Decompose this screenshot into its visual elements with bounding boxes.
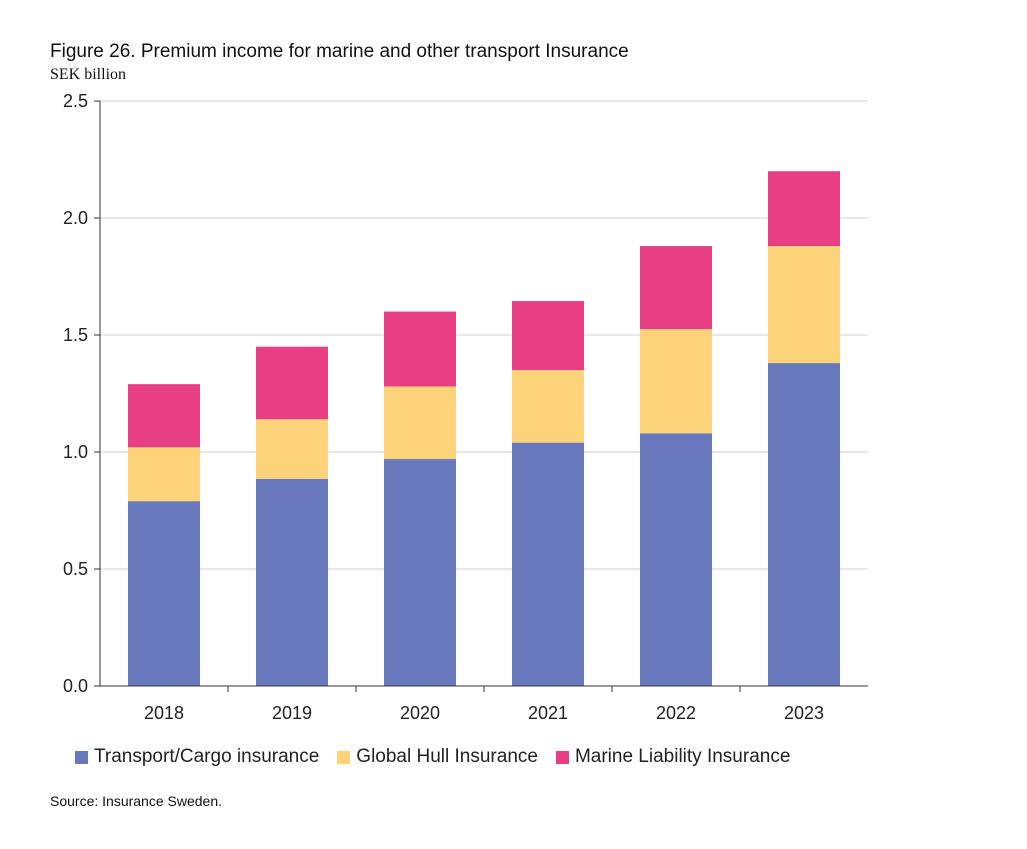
bar-segment-global-hull-insurance bbox=[384, 386, 456, 460]
legend: Transport/Cargo insurance Global Hull Ins… bbox=[75, 746, 790, 768]
legend-item: Transport/Cargo insurance bbox=[75, 746, 319, 768]
bar-segment-transport-cargo-insurance bbox=[128, 501, 200, 686]
y-tick-label: 1.5 bbox=[63, 325, 88, 345]
x-tick-label: 2022 bbox=[656, 703, 696, 723]
y-axis-unit: SEK billion bbox=[50, 66, 127, 83]
bar-segment-marine-liability-insurance bbox=[384, 311, 456, 387]
x-tick-label: 2019 bbox=[272, 703, 312, 723]
x-tick-label: 2023 bbox=[784, 703, 824, 723]
bar-segment-global-hull-insurance bbox=[256, 419, 328, 479]
y-tick-label: 0.5 bbox=[63, 559, 88, 579]
bar-segment-marine-liability-insurance bbox=[640, 246, 712, 330]
bar-segment-marine-liability-insurance bbox=[512, 301, 584, 371]
y-tick-label: 0.0 bbox=[63, 676, 88, 696]
legend-item: Marine Liability Insurance bbox=[555, 746, 791, 768]
bar-segment-transport-cargo-insurance bbox=[768, 363, 840, 686]
legend-swatch bbox=[75, 750, 88, 764]
bar-segment-global-hull-insurance bbox=[128, 447, 200, 502]
legend-swatch bbox=[555, 750, 569, 764]
bar-segment-marine-liability-insurance bbox=[768, 171, 840, 247]
y-tick-label: 1.0 bbox=[63, 442, 88, 462]
chart-title: Figure 26. Premium income for marine and… bbox=[50, 41, 629, 62]
bar-segment-global-hull-insurance bbox=[640, 329, 712, 434]
bar-segment-global-hull-insurance bbox=[512, 370, 584, 443]
legend-label: Transport/Cargo insurance bbox=[94, 746, 320, 767]
legend-label: Global Hull Insurance bbox=[356, 746, 538, 767]
y-tick-label: 2.5 bbox=[63, 91, 88, 111]
bar-segment-transport-cargo-insurance bbox=[256, 478, 328, 686]
legend-item: Global Hull Insurance bbox=[337, 746, 538, 768]
bar-segment-marine-liability-insurance bbox=[128, 384, 200, 448]
x-tick-label: 2020 bbox=[400, 703, 440, 723]
legend-swatch bbox=[337, 750, 351, 764]
source-note: Source: Insurance Sweden. bbox=[50, 793, 222, 809]
x-tick-label: 2018 bbox=[144, 703, 184, 723]
y-tick-label: 2.0 bbox=[63, 208, 88, 228]
bar-segment-transport-cargo-insurance bbox=[384, 459, 456, 686]
bar-segment-transport-cargo-insurance bbox=[512, 442, 584, 686]
legend-label: Marine Liability Insurance bbox=[574, 746, 791, 767]
bar-segment-marine-liability-insurance bbox=[256, 346, 328, 420]
x-tick-label: 2021 bbox=[528, 703, 568, 723]
bar-segment-transport-cargo-insurance bbox=[640, 433, 712, 686]
bar-segment-global-hull-insurance bbox=[768, 246, 840, 364]
